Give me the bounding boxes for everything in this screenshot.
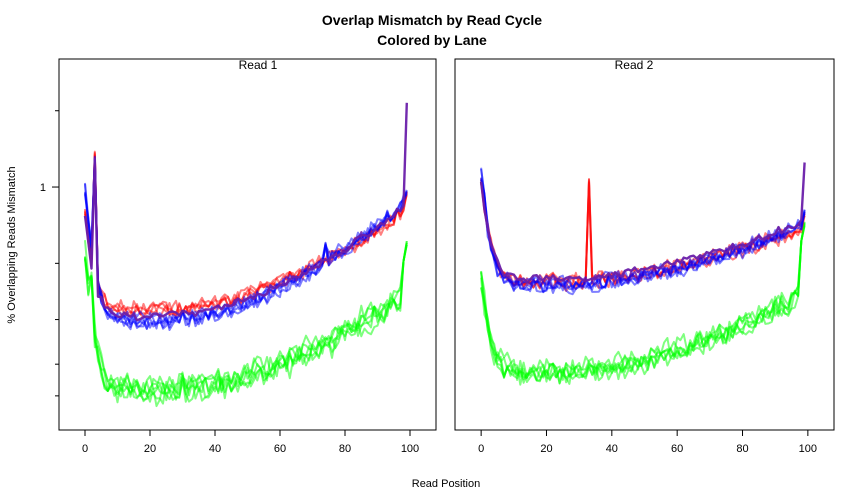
x-tick-label: 40 xyxy=(606,443,618,455)
series-line-green xyxy=(84,240,408,403)
x-tick-label: 80 xyxy=(339,443,351,455)
panel-frame xyxy=(58,58,437,431)
x-tick-label: 20 xyxy=(144,443,156,455)
series-line-blue xyxy=(480,177,806,296)
series-line-green xyxy=(480,222,806,386)
panel-title-read-2: Read 2 xyxy=(615,58,654,72)
series-line-purple xyxy=(479,162,806,284)
series-line-green xyxy=(84,244,408,405)
series-line-green xyxy=(480,223,806,385)
x-tick-label: 20 xyxy=(540,443,552,455)
series-line-purple xyxy=(83,102,408,322)
chart-subtitle: Colored by Lane xyxy=(377,32,487,48)
panel-read-2: Read 2 0 20 40 60 80 100 xyxy=(454,58,835,455)
panel-frame xyxy=(454,58,835,431)
y-tick-label: 1 xyxy=(40,182,46,194)
x-tick-label: 80 xyxy=(736,443,748,455)
chart-title: Overlap Mismatch by Read Cycle xyxy=(322,12,542,28)
series-line-blue xyxy=(84,158,408,331)
x-tick-label: 0 xyxy=(82,443,88,455)
x-axis-label: Read Position xyxy=(412,478,481,490)
x-tick-label: 40 xyxy=(209,443,221,455)
x-tick-label: 100 xyxy=(799,443,817,455)
y-axis-label: % Overlapping Reads Mismatch xyxy=(6,166,18,323)
x-tick-label: 60 xyxy=(671,443,683,455)
panel-title-read-1: Read 1 xyxy=(239,58,278,72)
panel-read-1: Read 1 0 20 40 60 80 100 xyxy=(58,58,437,455)
x-tick-label: 100 xyxy=(401,443,419,455)
x-tick-label: 0 xyxy=(478,443,484,455)
x-tick-label: 60 xyxy=(274,443,286,455)
y-axis: 1 xyxy=(40,110,59,397)
